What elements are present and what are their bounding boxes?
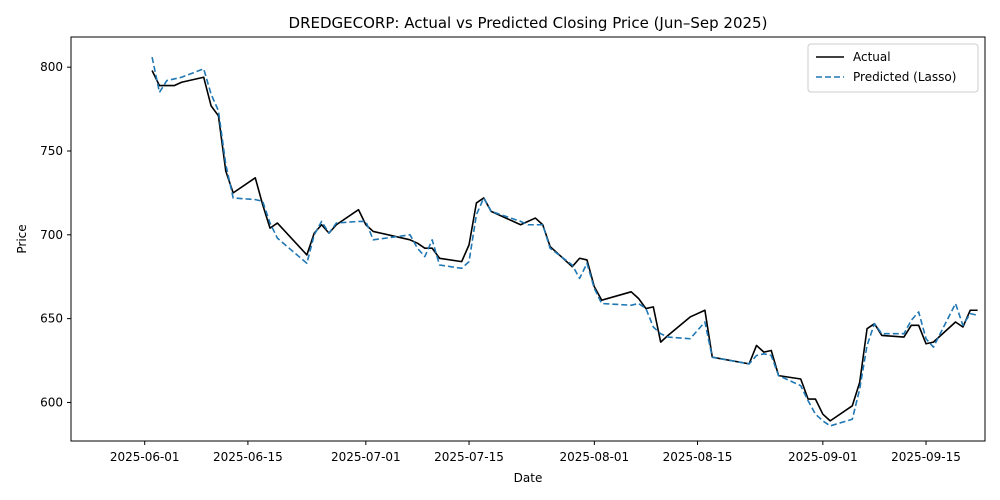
actual-line <box>151 70 978 422</box>
y-axis-label: Price <box>15 224 29 253</box>
plot-frame <box>70 36 986 442</box>
y-tick-label: 800 <box>40 60 63 74</box>
series-layer <box>151 56 978 427</box>
y-tick-label: 650 <box>40 312 63 326</box>
x-tick-label: 2025-07-01 <box>331 450 401 464</box>
x-tick-label: 2025-09-15 <box>891 450 961 464</box>
x-tick-label: 2025-06-01 <box>110 450 180 464</box>
x-tick-label: 2025-09-01 <box>788 450 858 464</box>
x-tick-label: 2025-06-15 <box>213 450 283 464</box>
x-tick-label: 2025-07-15 <box>434 450 504 464</box>
y-axis: 600 650 700 750 800 <box>40 60 71 409</box>
legend-box <box>807 43 979 93</box>
x-axis-label: Date <box>514 471 543 485</box>
predicted-line <box>151 56 978 427</box>
legend-label-actual: Actual <box>853 50 891 64</box>
y-tick-label: 750 <box>40 144 63 158</box>
plot-area <box>70 36 986 442</box>
x-tick-label: 2025-08-15 <box>663 450 733 464</box>
x-axis: 2025-06-01 2025-06-15 2025-07-01 2025-07-15… <box>110 441 961 464</box>
legend: Actual Predicted (Lasso) <box>807 43 979 93</box>
chart-title: DREDGECORP: Actual vs Predicted Closing … <box>289 14 768 32</box>
y-tick-label: 600 <box>40 395 63 409</box>
x-tick-label: 2025-08-01 <box>559 450 629 464</box>
y-tick-label: 700 <box>40 228 63 242</box>
legend-label-predicted: Predicted (Lasso) <box>853 70 956 84</box>
